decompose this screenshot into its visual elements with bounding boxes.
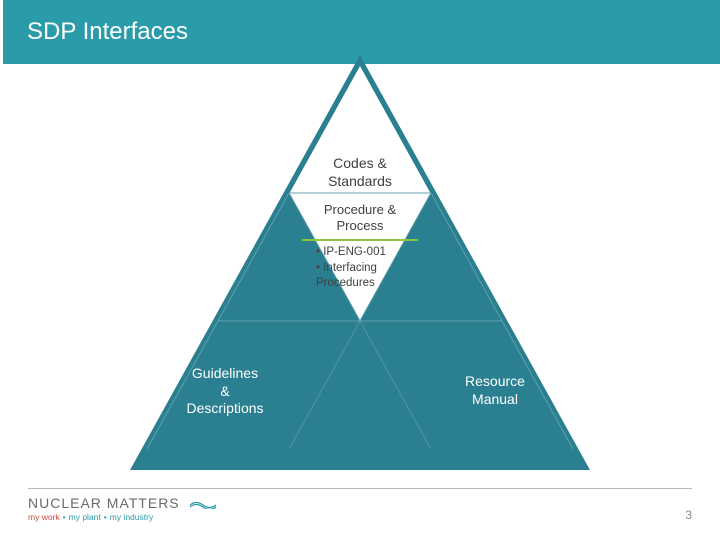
- bullet-1: • IP-ENG-001: [316, 245, 416, 261]
- logo-main: NUCLEAR MATTERS: [28, 495, 217, 511]
- pyramid-diagram: Codes & Standards Procedure & Process • …: [0, 55, 720, 485]
- procedure-title: Procedure & Process: [305, 202, 415, 235]
- procedure-title-text: Procedure & Process: [324, 202, 396, 233]
- bullet-2: • Interfacing Procedures: [316, 261, 416, 292]
- procedure-divider: [302, 239, 418, 241]
- guidelines-text: Guidelines & Descriptions: [186, 365, 263, 416]
- codes-standards-label: Codes & Standards: [310, 155, 410, 190]
- logo-tagline: my work•my plant•my industry: [28, 512, 217, 522]
- guidelines-label: Guidelines & Descriptions: [170, 365, 280, 418]
- wave-icon: [189, 499, 217, 509]
- resource-label: Resource Manual: [440, 373, 550, 408]
- logo: NUCLEAR MATTERS my work•my plant•my indu…: [28, 495, 217, 522]
- resource-text: Resource Manual: [465, 373, 525, 407]
- procedure-bullets: • IP-ENG-001 • Interfacing Procedures: [316, 245, 416, 292]
- page-title: SDP Interfaces: [27, 18, 188, 46]
- page-number: 3: [685, 508, 692, 522]
- tag-part-3: my industry: [110, 512, 153, 522]
- tag-part-1: my work: [28, 512, 60, 522]
- footer: NUCLEAR MATTERS my work•my plant•my indu…: [28, 488, 692, 522]
- tag-part-2: my plant: [69, 512, 101, 522]
- codes-standards-text: Codes & Standards: [328, 155, 392, 189]
